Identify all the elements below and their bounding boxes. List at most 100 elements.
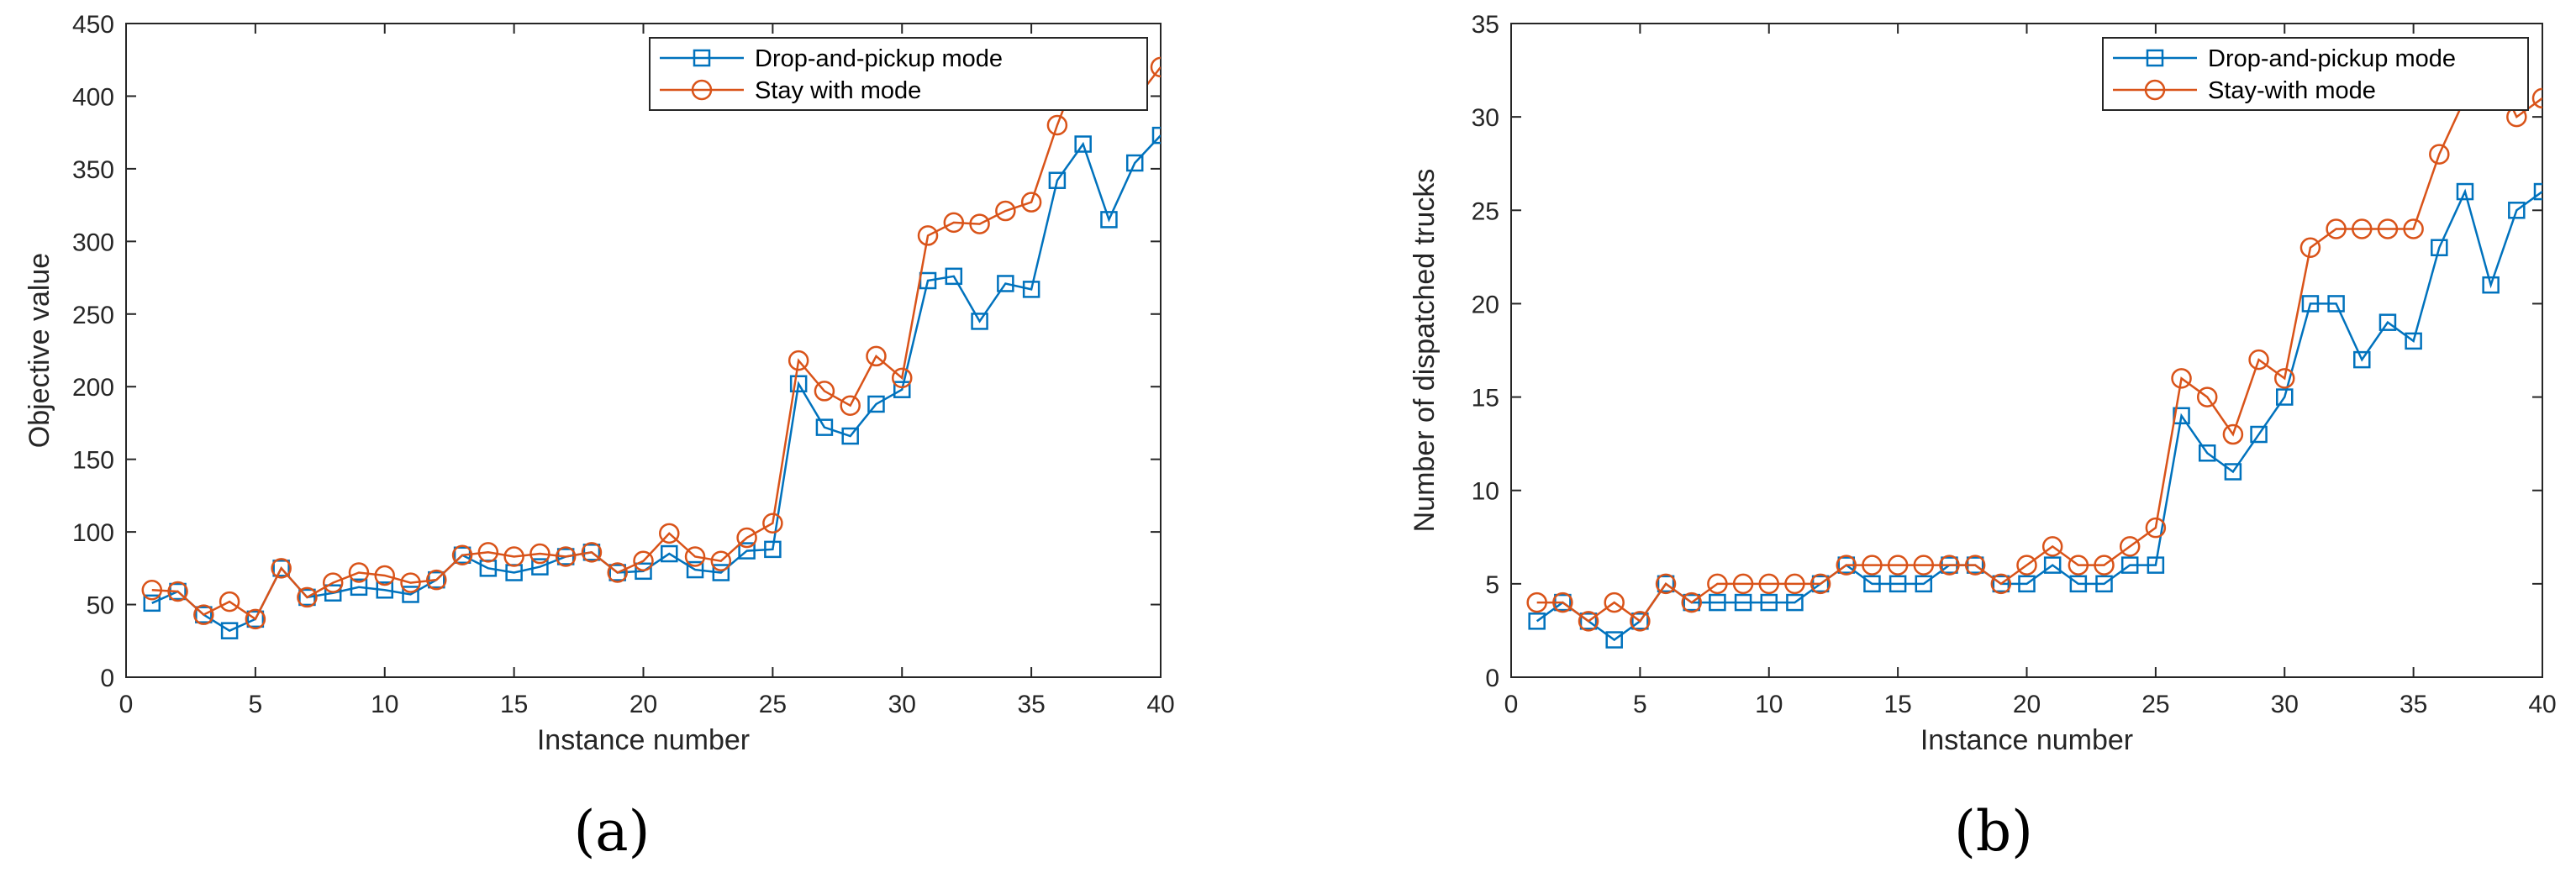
data-point (686, 560, 704, 579)
chart-a: 0 5 10 15 20 25 30 35 40050100150200250300350400… (24, 11, 1175, 864)
y-tick-label: 50 (87, 592, 114, 620)
data-point (2094, 555, 2115, 576)
data-point (195, 606, 213, 623)
data-point (2533, 182, 2542, 201)
data-point (2222, 423, 2244, 445)
data-point (2016, 555, 2037, 576)
x-tick-label: 35 (1017, 691, 1045, 718)
x-tick-label: 15 (500, 691, 528, 718)
data-point (2147, 556, 2165, 574)
data-point (2171, 368, 2192, 389)
y-tick-label: 100 (72, 519, 114, 547)
legend: Drop-and-pickup mode Stay with mode (649, 37, 1148, 111)
data-point (893, 381, 911, 398)
y-tick-label: 250 (72, 302, 114, 329)
legend-box (2102, 37, 2529, 111)
data-point (1630, 611, 1651, 632)
data-point (710, 550, 732, 571)
y-tick-label: 150 (72, 447, 114, 475)
data-point (1151, 126, 1161, 145)
data-point (2069, 575, 2088, 593)
data-point (2299, 237, 2321, 258)
x-axis-label: Instance number (1920, 724, 2133, 756)
data-point (1709, 593, 1726, 612)
data-point (684, 546, 706, 567)
panel-caption: (a) (574, 799, 651, 864)
data-point (917, 225, 939, 246)
data-point (815, 418, 834, 436)
x-tick-label: 40 (2528, 691, 2556, 718)
data-point (1578, 611, 1599, 632)
data-point (1681, 591, 1702, 613)
data-point (1020, 192, 1042, 213)
x-tick-label: 35 (2400, 691, 2427, 718)
data-point (2327, 295, 2345, 313)
series-line (151, 134, 1161, 633)
data-point (607, 562, 628, 583)
data-point (1964, 555, 1986, 576)
data-point (2326, 218, 2347, 239)
data-point (193, 604, 214, 625)
data-point (350, 578, 368, 597)
data-point (1734, 593, 1752, 612)
data-point (2196, 386, 2218, 407)
data-point (866, 345, 887, 367)
data-point (531, 558, 549, 576)
legend-label: Stay-with mode (2208, 77, 2376, 104)
data-point (2403, 218, 2424, 239)
data-point (272, 560, 290, 577)
data-point (271, 558, 292, 579)
data-point (971, 313, 988, 330)
y-tick-label: 200 (72, 374, 114, 402)
data-point (2431, 239, 2448, 256)
data-point (1605, 631, 1623, 649)
data-point (426, 569, 447, 591)
data-point (943, 212, 965, 234)
series-line (1536, 188, 2542, 642)
y-tick-label: 30 (1472, 104, 1499, 132)
data-point (1048, 171, 1067, 189)
data-point (1732, 573, 1754, 595)
data-point (1810, 573, 1831, 595)
data-point (402, 586, 419, 603)
legend: Drop-and-pickup mode Stay-with mode (2102, 37, 2529, 111)
data-point (322, 572, 344, 593)
data-point (1784, 573, 1805, 595)
data-point (2352, 218, 2373, 239)
data-point (2041, 536, 2063, 557)
plot-area (125, 23, 1162, 678)
data-point (1046, 114, 1068, 136)
data-point (2353, 350, 2371, 369)
legend-label: Drop-and-pickup mode (2208, 45, 2456, 72)
x-tick-label: 30 (888, 691, 916, 718)
data-point (297, 586, 318, 608)
data-point (245, 608, 266, 630)
x-tick-label: 5 (1633, 691, 1647, 718)
data-point (2531, 87, 2542, 109)
x-tick-label: 0 (1504, 691, 1519, 718)
plot-area (1510, 23, 2543, 678)
y-tick-label: 0 (100, 665, 114, 692)
data-point (477, 542, 499, 563)
data-point (2378, 313, 2397, 331)
y-tick-label: 25 (1472, 197, 1499, 225)
data-point (762, 513, 783, 534)
data-point (2274, 368, 2295, 389)
data-point (1786, 593, 1804, 612)
data-point (1915, 575, 1933, 593)
data-point (1526, 591, 1547, 613)
data-point (736, 527, 757, 549)
data-point (555, 546, 577, 567)
data-point (1836, 555, 1857, 576)
data-point (348, 562, 370, 583)
legend-marker (2144, 79, 2166, 101)
x-tick-label: 10 (1755, 691, 1783, 718)
y-tick-label: 10 (1472, 478, 1499, 506)
x-tick-label: 25 (2141, 691, 2169, 718)
data-point (582, 544, 601, 561)
data-point (2456, 182, 2474, 201)
data-point (2248, 349, 2269, 371)
data-point (2173, 407, 2190, 425)
data-point (529, 543, 550, 565)
